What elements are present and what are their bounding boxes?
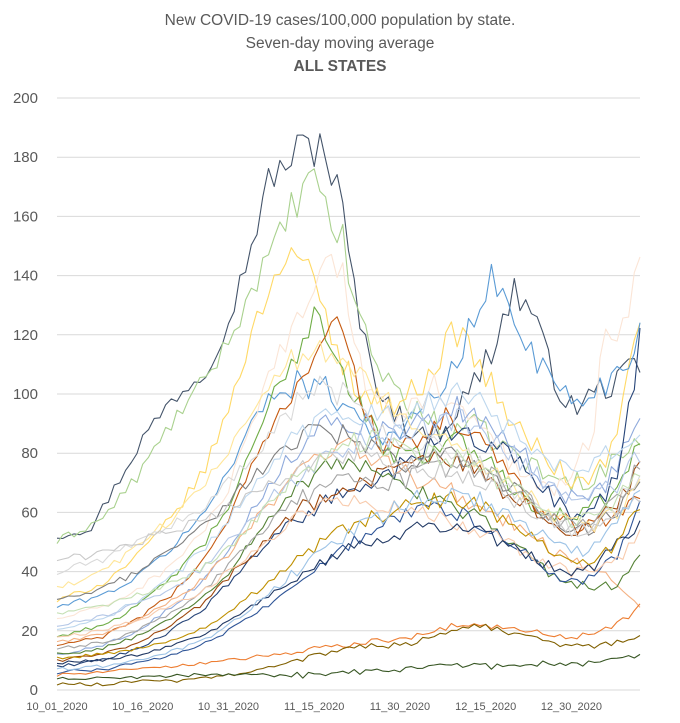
series-line [56,328,641,668]
chart-title-line3: ALL STATES [293,58,387,75]
series-line [56,653,641,680]
series-line [56,133,641,540]
series-line [56,442,641,562]
x-tick-label: 10_31_2020 [198,701,259,713]
series-line [56,459,641,650]
x-axis-ticks: 10_01_2020 10_16_2020 10_31_2020 11_15_2020… [26,701,602,713]
series-line [56,382,641,630]
series-line [56,423,641,600]
x-tick-label: 11_15_2020 [284,701,344,713]
chart-title-line2: Seven-day moving average [245,35,435,52]
series-line [56,247,641,603]
gridlines [57,97,640,691]
x-tick-label: 10_16_2020 [112,701,173,713]
y-tick-label: 140 [13,268,38,285]
y-tick-label: 0 [30,682,38,699]
y-tick-label: 120 [13,327,38,344]
y-tick-label: 40 [21,564,38,581]
y-axis-ticks: 0 20 40 60 80 100 120 140 160 180 200 [13,90,38,699]
x-tick-label: 11_30_2020 [370,701,430,713]
series-line [56,316,641,647]
series-line [56,451,641,662]
y-tick-label: 160 [13,208,38,225]
y-tick-label: 180 [13,149,38,166]
series-line [56,408,641,627]
x-tick-label: 12_30_2020 [541,701,602,713]
y-tick-label: 80 [21,445,38,462]
y-tick-label: 60 [21,504,38,521]
series-line [56,263,641,608]
y-tick-label: 20 [21,623,38,640]
series-line [56,375,641,576]
series-line [56,487,641,671]
series-line [56,603,641,677]
x-tick-label: 12_15_2020 [455,701,516,713]
series-line [56,623,641,687]
series-line [56,429,641,615]
series-line [56,491,641,660]
series-line [56,168,641,544]
y-tick-label: 200 [13,90,38,107]
series-line [56,437,641,643]
y-tick-label: 100 [13,386,38,403]
series-line [56,253,641,620]
series-line [56,457,641,655]
chart-title-line1: New COVID-19 cases/100,000 population by… [164,12,516,29]
x-tick-label: 10_01_2020 [26,701,87,713]
series-lines [56,133,641,687]
series-line [56,494,641,638]
series-line [56,520,641,665]
